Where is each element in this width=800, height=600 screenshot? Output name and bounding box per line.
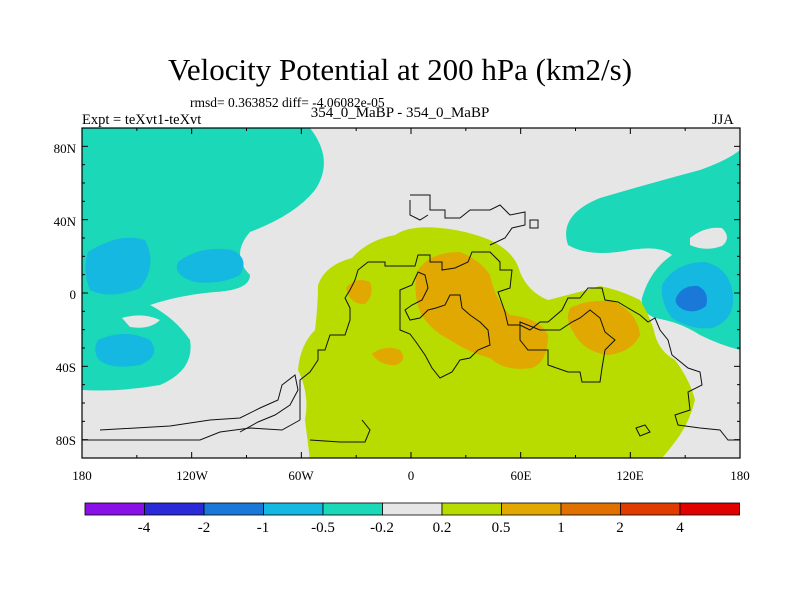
- continent-outline-north: [410, 194, 526, 246]
- season-label: JJA: [712, 112, 734, 128]
- orange-core-central-africa: [415, 252, 548, 369]
- colorbar-label: -1: [257, 520, 270, 536]
- colorbar-label: 2: [616, 520, 624, 536]
- x-tick-label: 120E: [616, 468, 644, 483]
- island-outline-north: [409, 200, 429, 221]
- blue-core-central-pacific: [176, 248, 244, 283]
- colorbar-swatch: [322, 502, 383, 516]
- coastline-south: [309, 419, 371, 443]
- y-tick-label: 40S: [56, 360, 76, 375]
- contour-fields: [82, 128, 740, 458]
- colorbar-swatch: [679, 502, 740, 516]
- colorbar-swatch: [144, 502, 205, 516]
- colorbar: [84, 502, 740, 516]
- colorbar-label: -0.5: [311, 520, 335, 536]
- colorbar-swatch: [382, 502, 443, 516]
- experiment-label: Expt = teXvt1-teXvt: [82, 112, 202, 128]
- x-ticks: [81, 128, 741, 458]
- x-tick-label: 60W: [288, 468, 314, 483]
- colorbar-swatch: [560, 502, 621, 516]
- blue-inner-core-west-pacific: [675, 285, 707, 312]
- x-tick-label: 180: [72, 468, 92, 483]
- coastline-southwest: [82, 419, 301, 441]
- colorbar-swatch: [263, 502, 324, 516]
- case-comparison: 354_0_MaBP - 354_0_MaBP: [310, 105, 490, 121]
- colorbar-label: 1: [557, 520, 565, 536]
- island-outline-northwest: [529, 219, 539, 229]
- coastline-southwest-inner: [99, 374, 299, 433]
- continent-outline-interior: [519, 309, 616, 383]
- colorbar-label: -2: [198, 520, 211, 536]
- y-tick-label: 0: [70, 287, 77, 302]
- x-tick-label: 120W: [176, 468, 209, 483]
- x-tick-label: 0: [408, 468, 415, 483]
- page-title: Velocity Potential at 200 hPa (km2/s): [167, 52, 633, 87]
- y-tick-label: 40N: [54, 214, 77, 229]
- y-tick-label: 80N: [54, 141, 77, 156]
- island-outline-east: [635, 424, 651, 437]
- orange-core-atlantic-south: [372, 347, 404, 366]
- colorbar-swatch: [203, 502, 264, 516]
- rmsd-diff-stats: rmsd= 0.363852 diff= -4.06082e-05: [190, 95, 385, 110]
- continent-outline-main: [299, 251, 740, 441]
- colorbar-label: 0.2: [433, 520, 452, 536]
- colorbar-swatch: [84, 502, 145, 516]
- x-tick-label: 180: [730, 468, 750, 483]
- colorbar-swatch: [441, 502, 502, 516]
- colorbar-label: -4: [138, 520, 151, 536]
- y-tick-label: 80S: [56, 433, 76, 448]
- y-ticks: [82, 145, 740, 441]
- colorbar-label: -0.2: [370, 520, 394, 536]
- blue-core-south-pacific: [95, 334, 155, 367]
- x-tick-label: 60E: [511, 468, 532, 483]
- colorbar-swatch: [501, 502, 562, 516]
- continent-outlines: [82, 194, 740, 443]
- continent-outline-inner: [399, 271, 491, 379]
- neutral-hole-northwest: [122, 315, 160, 328]
- colorbar-label: 4: [676, 520, 684, 536]
- colorbar-label: 0.5: [492, 520, 511, 536]
- neutral-hole-northeast: [690, 227, 727, 249]
- colorbar-swatch: [620, 502, 681, 516]
- blue-core-north-pacific: [85, 237, 151, 295]
